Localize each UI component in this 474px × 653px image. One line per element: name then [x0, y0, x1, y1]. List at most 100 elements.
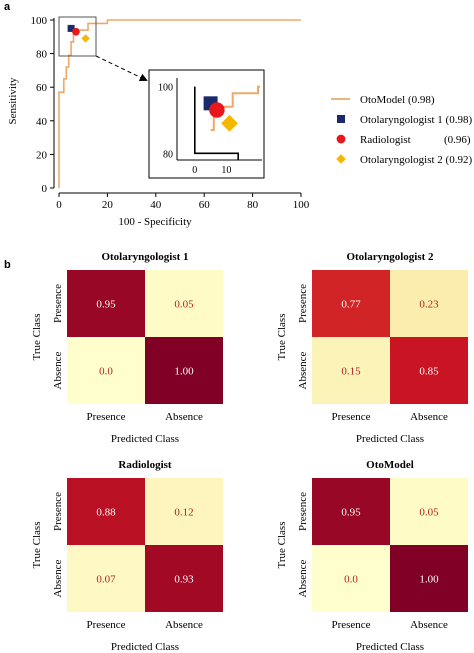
confusion-matrix-otolaryngologist-1: Otolaryngologist 1 0.95 0.05 0.0 1.00 Presenc… — [31, 251, 223, 445]
matrix-cell-value: 1.00 — [174, 366, 194, 378]
matrix-cell — [390, 545, 468, 612]
roc-y-tick-label: 20 — [36, 149, 48, 161]
matrix-x-axis-label: Predicted Class — [356, 433, 424, 445]
matrix-cell-value: 1.00 — [419, 574, 439, 586]
matrix-y-axis-label: True Class — [31, 314, 43, 361]
inset-x-tick-label: 0 — [192, 165, 197, 176]
matrix-cell-value: 0.05 — [419, 507, 439, 519]
roc-point-radiologist — [72, 27, 80, 36]
legend-swatch-circle — [336, 134, 346, 144]
legend-item-otomodel-0-98: OtoModel (0.98) — [331, 94, 435, 106]
matrix-cell-value: 0.95 — [96, 299, 116, 311]
roc-x-tick-label: 20 — [102, 199, 114, 211]
matrix-title: Radiologist — [118, 459, 172, 471]
inset-x-tick-label: 10 — [221, 165, 231, 176]
matrix-cell — [390, 337, 468, 404]
matrix-cell-value: 0.93 — [174, 574, 194, 586]
roc-x-tick-label: 100 — [293, 199, 310, 211]
roc-y-axis-label: Sensitivity — [7, 77, 19, 125]
matrix-title: OtoModel — [366, 459, 414, 471]
roc-inset: 0 10 80 100 — [148, 69, 265, 179]
matrix-cell — [145, 270, 223, 337]
matrix-cell-value: 0.23 — [419, 299, 439, 311]
matrix-cell-value: 0.88 — [96, 507, 116, 519]
matrix-col-label: Presence — [86, 411, 125, 423]
legend-label: Otolaryngologist 2 (0.92) — [360, 154, 472, 166]
matrix-cell-value: 0.0 — [344, 574, 358, 586]
matrix-y-axis-label: True Class — [31, 522, 43, 569]
zoom-region-box — [58, 16, 97, 57]
matrix-row-label: Presence — [297, 284, 309, 323]
matrix-row-label: Absence — [52, 351, 64, 389]
matrix-cell — [67, 270, 145, 337]
matrix-x-axis-label: Predicted Class — [356, 641, 424, 653]
roc-axes — [53, 18, 301, 194]
legend-label: OtoModel (0.98) — [360, 94, 435, 106]
matrix-cell — [67, 337, 145, 404]
matrix-cell-value: 0.07 — [96, 574, 116, 586]
matrix-row-label: Absence — [52, 559, 64, 597]
roc-curve-otomodel — [58, 19, 301, 188]
matrix-cell — [312, 478, 390, 545]
matrix-cell — [67, 478, 145, 545]
matrix-cell-value: 0.05 — [174, 299, 194, 311]
matrix-cell — [312, 270, 390, 337]
matrix-x-axis-label: Predicted Class — [111, 433, 179, 445]
legend-auc: (0.96) — [444, 134, 471, 146]
matrix-y-axis-label: True Class — [276, 522, 288, 569]
matrix-col-label: Absence — [165, 619, 203, 631]
matrix-col-label: Absence — [410, 619, 448, 631]
matrix-title: Otolaryngologist 1 — [101, 251, 188, 263]
matrix-cell — [390, 478, 468, 545]
zoom-arrow — [95, 55, 148, 82]
inset-zoom-outline — [194, 86, 239, 160]
legend-label: Radiologist — [360, 134, 411, 146]
roc-y-tick-label: 0 — [42, 183, 48, 195]
matrix-col-label: Absence — [165, 411, 203, 423]
legend-item-otolaryngologist-1-0-98: Otolaryngologist 1 (0.98) — [337, 114, 472, 126]
panel-b-label: b — [4, 259, 11, 271]
inset-roc-curve — [210, 85, 260, 131]
inset-content: 0 10 80 100 — [158, 78, 262, 176]
roc-y-tick-label: 60 — [36, 82, 48, 94]
roc-x-tick-label: 80 — [247, 199, 259, 211]
roc-x-tick-label: 0 — [56, 199, 62, 211]
matrix-col-label: Absence — [410, 411, 448, 423]
panel-a-label: a — [4, 1, 11, 13]
matrix-cell — [145, 478, 223, 545]
matrix-row-label: Presence — [52, 284, 64, 323]
matrix-x-axis-label: Predicted Class — [111, 641, 179, 653]
confusion-matrices: Otolaryngologist 1 0.95 0.05 0.0 1.00 Presenc… — [31, 251, 468, 653]
matrix-cell-value: 0.12 — [174, 507, 193, 519]
confusion-matrix-otomodel: OtoModel 0.95 0.05 0.0 1.00 Presence Absence Tr… — [276, 459, 468, 653]
inset-y-tick-label: 100 — [158, 83, 173, 94]
matrix-y-axis-label: True Class — [276, 314, 288, 361]
roc-x-tick-label: 60 — [199, 199, 211, 211]
roc-x-tick-label: 40 — [150, 199, 162, 211]
matrix-row-label: Presence — [52, 492, 64, 531]
matrix-cell-value: 0.15 — [341, 366, 361, 378]
roc-y-tick-label: 80 — [36, 49, 48, 61]
matrix-row-label: Presence — [297, 492, 309, 531]
confusion-matrix-otolaryngologist-2: Otolaryngologist 2 0.77 0.23 0.15 0.85 Presen… — [276, 251, 468, 445]
roc-point-otolaryngologist-2-0-92 — [81, 34, 90, 43]
matrix-row-label: Absence — [297, 559, 309, 597]
matrix-cell-value: 0.0 — [99, 366, 113, 378]
roc-y-tick-label: 100 — [31, 15, 48, 27]
legend-item-radiologist: Radiologist (0.96) — [336, 134, 471, 146]
inset-point-radiologist — [209, 102, 225, 118]
matrix-cell — [312, 337, 390, 404]
matrix-cell — [312, 545, 390, 612]
legend-item-otolaryngologist-2-0-92: Otolaryngologist 2 (0.92) — [336, 154, 472, 166]
matrix-cell-value: 0.85 — [419, 366, 439, 378]
matrix-col-label: Presence — [331, 411, 370, 423]
matrix-cell — [390, 270, 468, 337]
matrix-cell-value: 0.77 — [341, 299, 361, 311]
matrix-col-label: Presence — [331, 619, 370, 631]
legend-swatch-diamond — [336, 154, 346, 164]
matrix-title: Otolaryngologist 2 — [346, 251, 434, 263]
inset-y-tick-label: 80 — [163, 149, 173, 160]
legend-swatch-square — [337, 115, 345, 123]
